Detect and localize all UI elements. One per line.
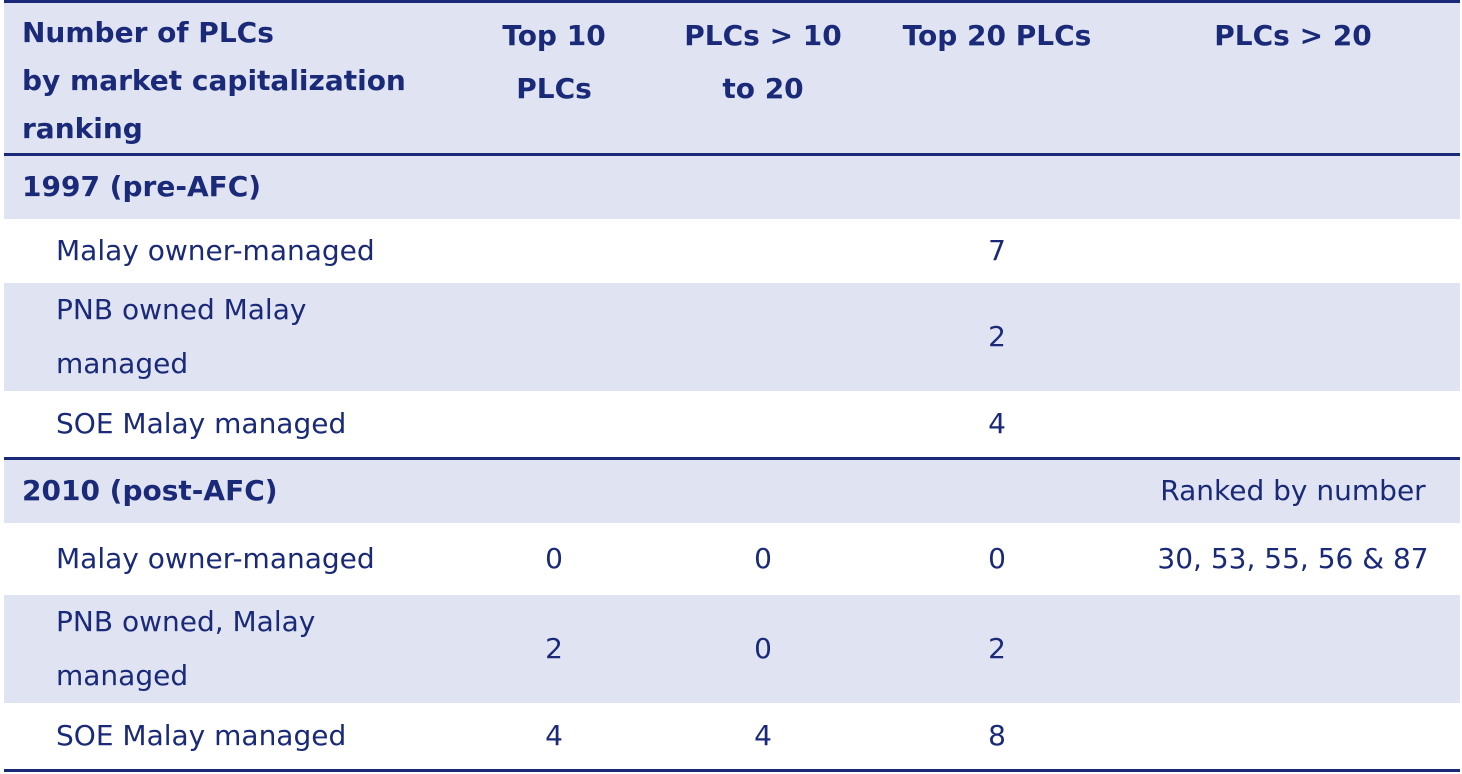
cell-top-10 <box>450 391 658 459</box>
cell-top-10: 0 <box>545 541 563 575</box>
header-top-20: Top 20 PLCs <box>868 2 1126 155</box>
table-header-row: Number of PLCs by market capitalization … <box>4 1 1460 155</box>
section-note: Ranked by number <box>1160 474 1426 508</box>
cell-10-to-20: 0 <box>754 631 772 665</box>
table-row: Malay owner-managed 7 <box>4 218 1460 283</box>
cell-over-20 <box>1126 219 1460 283</box>
cell-top-20: 2 <box>988 631 1006 665</box>
cell-top-10 <box>450 283 658 391</box>
header-top-10-text: Top 10 PLCs <box>502 19 606 105</box>
plc-ranking-table: Number of PLCs by market capitalization … <box>4 0 1460 772</box>
row-label: Malay owner-managed <box>56 233 375 267</box>
cell-top-20: 0 <box>988 541 1006 575</box>
table-row: SOE Malay managed 4 4 8 <box>4 702 1460 771</box>
header-ranking-label: Number of PLCs by market capitalization … <box>4 2 450 155</box>
table-row: SOE Malay managed 4 <box>4 390 1460 459</box>
cell-10-to-20 <box>658 391 868 459</box>
cell-over-20: 30, 53, 55, 56 & 87 <box>1157 541 1429 575</box>
header-top-10: Top 10 PLCs <box>450 2 658 155</box>
section-cell <box>450 459 658 523</box>
row-label: SOE Malay managed <box>56 406 347 440</box>
header-10-to-20-text: PLCs > 10 to 20 <box>684 19 842 105</box>
cell-over-20 <box>1126 703 1460 771</box>
row-label: Malay owner-managed <box>56 541 375 575</box>
header-over-20-text: PLCs > 20 <box>1214 19 1372 52</box>
table-row: PNB owned, Malay managed 2 0 2 <box>4 594 1460 703</box>
header-10-to-20: PLCs > 10 to 20 <box>658 2 868 155</box>
table-row: Malay owner-managed 0 0 0 30, 53, 55, 56… <box>4 522 1460 595</box>
section-cell <box>658 459 868 523</box>
cell-10-to-20: 0 <box>754 541 772 575</box>
data-table-container: Number of PLCs by market capitalization … <box>4 0 1460 772</box>
table-row: PNB owned Malay managed 2 <box>4 282 1460 391</box>
section-note <box>1126 155 1460 219</box>
header-over-20: PLCs > 20 <box>1126 2 1460 155</box>
cell-top-20: 8 <box>988 718 1006 752</box>
section-cell <box>868 459 1126 523</box>
row-label: SOE Malay managed <box>56 718 347 752</box>
section-title: 2010 (post-AFC) <box>22 474 278 508</box>
cell-top-20: 7 <box>988 233 1006 267</box>
row-label: PNB owned Malay managed <box>56 292 307 380</box>
row-label: PNB owned, Malay managed <box>56 604 316 692</box>
cell-10-to-20 <box>658 283 868 391</box>
section-cell <box>868 155 1126 219</box>
cell-over-20 <box>1126 391 1460 459</box>
section-cell <box>658 155 868 219</box>
cell-top-10: 2 <box>545 631 563 665</box>
header-line-1: Number of PLCs by market capitalization … <box>22 16 406 145</box>
cell-top-20: 2 <box>988 319 1006 353</box>
header-top-20-text: Top 20 PLCs <box>902 19 1092 52</box>
section-row-2010: 2010 (post-AFC) Ranked by number <box>4 458 1460 523</box>
section-row-1997: 1997 (pre-AFC) <box>4 154 1460 219</box>
cell-10-to-20: 4 <box>754 718 772 752</box>
cell-top-10: 4 <box>545 718 563 752</box>
cell-top-20: 4 <box>988 406 1006 440</box>
cell-over-20 <box>1126 283 1460 391</box>
section-title: 1997 (pre-AFC) <box>22 170 262 204</box>
section-cell <box>450 155 658 219</box>
cell-10-to-20 <box>658 219 868 283</box>
cell-top-10 <box>450 219 658 283</box>
cell-over-20 <box>1126 595 1460 703</box>
